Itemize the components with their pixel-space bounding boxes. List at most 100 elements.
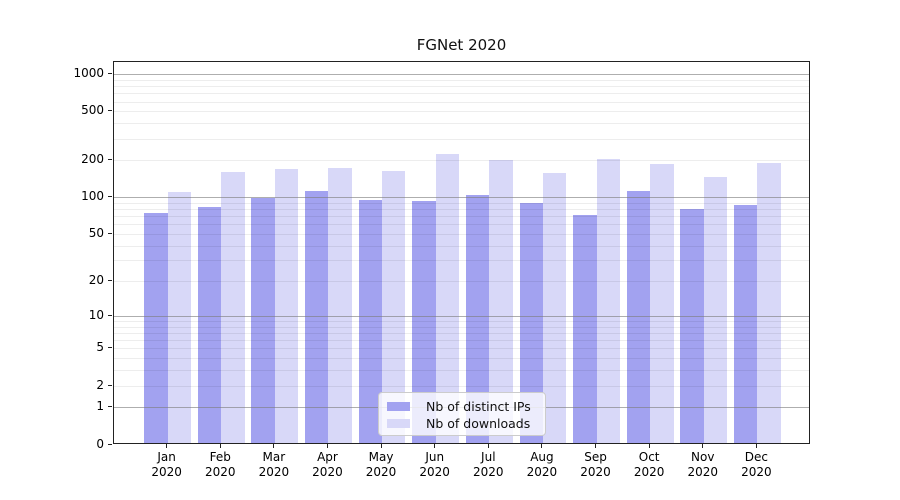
minor-gridline-20 xyxy=(114,281,809,283)
x-tick-mark-nov xyxy=(702,444,704,448)
bar-nb-of-distinct-ips-mar xyxy=(251,198,275,443)
bar-nb-of-distinct-ips-apr xyxy=(305,191,329,443)
bar-nb-of-distinct-ips-nov xyxy=(680,208,704,443)
minor-gridline-300 xyxy=(114,138,809,140)
x-tick-year: 2020 xyxy=(580,465,611,479)
x-tick-month: May xyxy=(368,450,394,464)
y-tick-label-50: 50 xyxy=(88,225,104,240)
x-tick-mark-jan xyxy=(166,444,168,448)
x-tick-mark-sep xyxy=(595,444,597,448)
x-tick-label-feb: Feb 2020 xyxy=(190,450,250,480)
y-tick-mark-1000 xyxy=(108,73,112,75)
minor-gridline-8 xyxy=(114,326,809,328)
y-tick-label-0: 0 xyxy=(96,436,104,451)
legend-item-downloads: Nb of downloads xyxy=(379,415,545,432)
bar-nb-of-distinct-ips-aug xyxy=(519,203,543,443)
bar-nb-of-distinct-ips-may xyxy=(358,200,383,443)
legend-label-downloads: Nb of downloads xyxy=(426,416,531,431)
x-tick-month: Dec xyxy=(744,450,768,464)
x-tick-label-mar: Mar 2020 xyxy=(244,450,304,480)
x-tick-month: Jan xyxy=(157,450,176,464)
x-tick-month: Feb xyxy=(209,450,231,464)
minor-gridline-400 xyxy=(114,123,809,125)
minor-gridline-4 xyxy=(114,358,809,360)
x-tick-label-apr: Apr 2020 xyxy=(297,450,357,480)
minor-gridline-600 xyxy=(114,101,809,103)
plot-area xyxy=(113,61,810,444)
x-tick-year: 2020 xyxy=(633,465,665,479)
x-tick-mark-mar xyxy=(273,444,275,448)
bar-nb-of-downloads-aug xyxy=(542,173,567,443)
minor-gridline-70 xyxy=(114,216,809,218)
bar-nb-of-distinct-ips-dec xyxy=(733,204,758,443)
x-tick-label-may: May 2020 xyxy=(351,450,411,480)
bar-nb-of-downloads-dec xyxy=(757,163,781,443)
x-tick-year: 2020 xyxy=(687,465,719,479)
minor-gridline-800 xyxy=(114,86,809,88)
minor-gridline-7 xyxy=(114,333,809,335)
bar-nb-of-downloads-sep xyxy=(596,159,620,443)
bar-nb-of-distinct-ips-feb xyxy=(197,206,222,443)
bar-nb-of-distinct-ips-sep xyxy=(573,214,597,443)
legend-item-distinct-ips: Nb of distinct IPs xyxy=(379,398,545,415)
minor-gridline-90 xyxy=(114,202,809,204)
y-tick-mark-50 xyxy=(108,232,112,234)
y-tick-mark-100 xyxy=(108,196,112,198)
minor-gridline-40 xyxy=(114,245,809,247)
x-tick-mark-oct xyxy=(648,444,650,448)
major-gridline-100 xyxy=(114,197,809,199)
x-tick-mark-feb xyxy=(219,444,221,448)
x-tick-mark-aug xyxy=(541,444,543,448)
y-tick-label-20: 20 xyxy=(88,273,104,288)
x-tick-month: Nov xyxy=(691,450,715,464)
bar-nb-of-distinct-ips-jan xyxy=(144,213,168,443)
minor-gridline-5 xyxy=(114,348,809,350)
y-tick-mark-500 xyxy=(108,110,112,112)
x-tick-mark-may xyxy=(380,444,382,448)
x-tick-month: Apr xyxy=(317,450,338,464)
y-tick-label-200: 200 xyxy=(81,152,104,167)
minor-gridline-6 xyxy=(114,340,809,342)
minor-gridline-50 xyxy=(114,233,809,235)
y-tick-mark-200 xyxy=(108,159,112,161)
x-tick-year: 2020 xyxy=(258,465,290,479)
y-tick-mark-10 xyxy=(108,315,112,316)
minor-gridline-700 xyxy=(114,93,809,95)
legend-label-distinct-ips: Nb of distinct IPs xyxy=(426,399,531,414)
x-tick-mark-jun xyxy=(434,444,436,448)
bar-nb-of-distinct-ips-jul xyxy=(465,195,490,443)
bar-nb-of-distinct-ips-jun xyxy=(412,201,436,443)
chart-title: FGNet 2020 xyxy=(416,36,507,54)
x-tick-label-aug: Aug 2020 xyxy=(512,450,572,480)
x-tick-label-oct: Oct 2020 xyxy=(619,450,679,480)
y-tick-label-500: 500 xyxy=(81,103,104,118)
x-tick-label-nov: Nov 2020 xyxy=(673,450,733,480)
minor-gridline-30 xyxy=(114,260,809,262)
y-tick-label-10: 10 xyxy=(88,308,104,322)
y-tick-mark-5 xyxy=(108,347,112,349)
minor-gridline-80 xyxy=(114,209,809,211)
minor-gridline-2 xyxy=(114,385,809,387)
legend: Nb of distinct IPs Nb of downloads xyxy=(378,392,546,436)
y-tick-mark-20 xyxy=(108,280,112,282)
x-tick-year: 2020 xyxy=(741,465,772,479)
x-tick-label-jun: Jun 2020 xyxy=(405,450,465,480)
x-tick-year: 2020 xyxy=(312,465,343,479)
x-tick-year: 2020 xyxy=(151,465,182,479)
bar-nb-of-downloads-may xyxy=(382,171,406,443)
x-tick-year: 2020 xyxy=(419,465,450,479)
minor-gridline-900 xyxy=(114,79,809,81)
x-tick-month: Jul xyxy=(481,450,496,464)
x-tick-label-jan: Jan 2020 xyxy=(137,450,197,480)
x-tick-label-jul: Jul 2020 xyxy=(458,450,518,480)
minor-gridline-3 xyxy=(114,370,809,372)
bar-nb-of-downloads-jul xyxy=(489,159,513,443)
y-tick-mark-2 xyxy=(108,384,112,386)
minor-gridline-500 xyxy=(114,111,809,113)
bar-nb-of-downloads-oct xyxy=(650,163,674,443)
y-tick-label-2: 2 xyxy=(96,377,104,392)
x-tick-year: 2020 xyxy=(204,465,236,479)
bar-nb-of-downloads-jun xyxy=(435,153,460,443)
bar-nb-of-downloads-nov xyxy=(703,176,728,443)
